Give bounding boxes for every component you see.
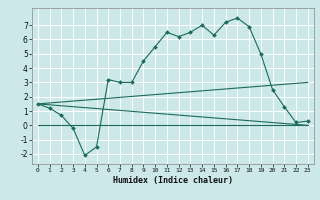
X-axis label: Humidex (Indice chaleur): Humidex (Indice chaleur)	[113, 176, 233, 185]
